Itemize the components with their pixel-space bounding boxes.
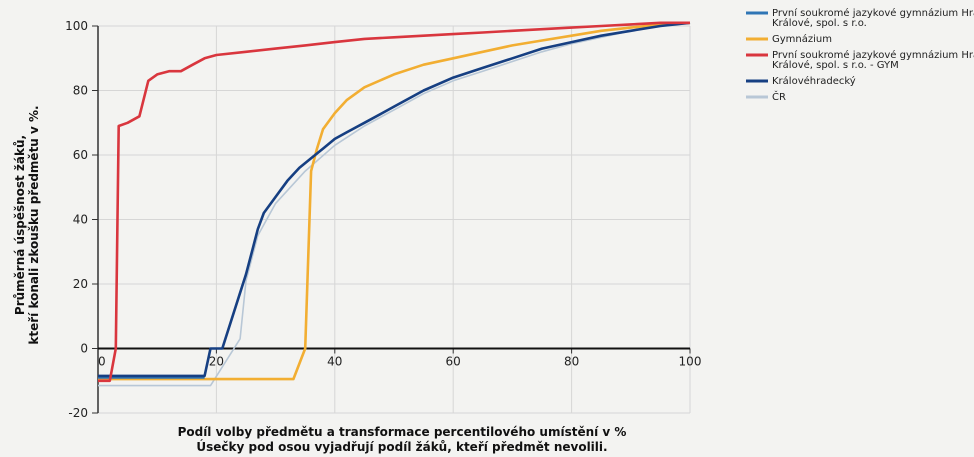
legend-label-4: ČR (772, 90, 786, 103)
axes-layer: 100 80 60 40 20 0 -20 0 20 40 60 80 100 (65, 19, 701, 420)
y-tick-label: 60 (73, 148, 88, 162)
series-line-4 (98, 22, 691, 387)
x-axis-title-line-1: Podíl volby předmětu a transformace perc… (178, 425, 627, 439)
y-tick-label: 80 (73, 84, 88, 98)
y-axis-title-line-1: Průměrná úspěšnost žáků, (13, 135, 27, 315)
y-tick-label: 20 (73, 277, 88, 291)
x-tick-label: 100 (679, 355, 702, 369)
y-axis-title-line-2: kteří konali zkoušku předmětu v %. (27, 105, 41, 344)
legend-label-2: Králové, spol. s r.o. - GYM (772, 59, 899, 71)
y-tick-label: 100 (65, 19, 88, 33)
legend-label-3: Královéhradecký (772, 75, 856, 87)
series-line-1 (98, 21, 691, 381)
x-tick-label: 20 (209, 355, 224, 369)
series-line-3 (98, 21, 691, 378)
x-tick-label: 60 (446, 355, 461, 369)
grid-layer (97, 25, 691, 414)
axis-labels: Průměrná úspěšnost žáků, kteří konali zko… (13, 105, 626, 454)
legend-label-1: Gymnázium (772, 33, 832, 45)
y-tick-label: 40 (73, 213, 88, 227)
y-tick-label: 0 (80, 342, 88, 356)
x-tick-label: 0 (98, 355, 106, 369)
x-tick-label: 80 (564, 355, 579, 369)
legend-label-0: Králové, spol. s r.o. (772, 17, 867, 29)
series-layer (98, 21, 691, 387)
x-axis-title-line-2: Úsečky pod osou vyjadřují podíl žáků, kt… (196, 439, 607, 454)
x-tick-label: 40 (327, 355, 342, 369)
legend-label-0: První soukromé jazykové gymnázium Hradec (772, 7, 974, 19)
legend: První soukromé jazykové gymnázium Hradec… (746, 7, 974, 103)
y-tick-label: -20 (68, 406, 88, 420)
series-line-2 (98, 21, 690, 383)
legend-label-2: První soukromé jazykové gymnázium Hradec (772, 49, 974, 61)
